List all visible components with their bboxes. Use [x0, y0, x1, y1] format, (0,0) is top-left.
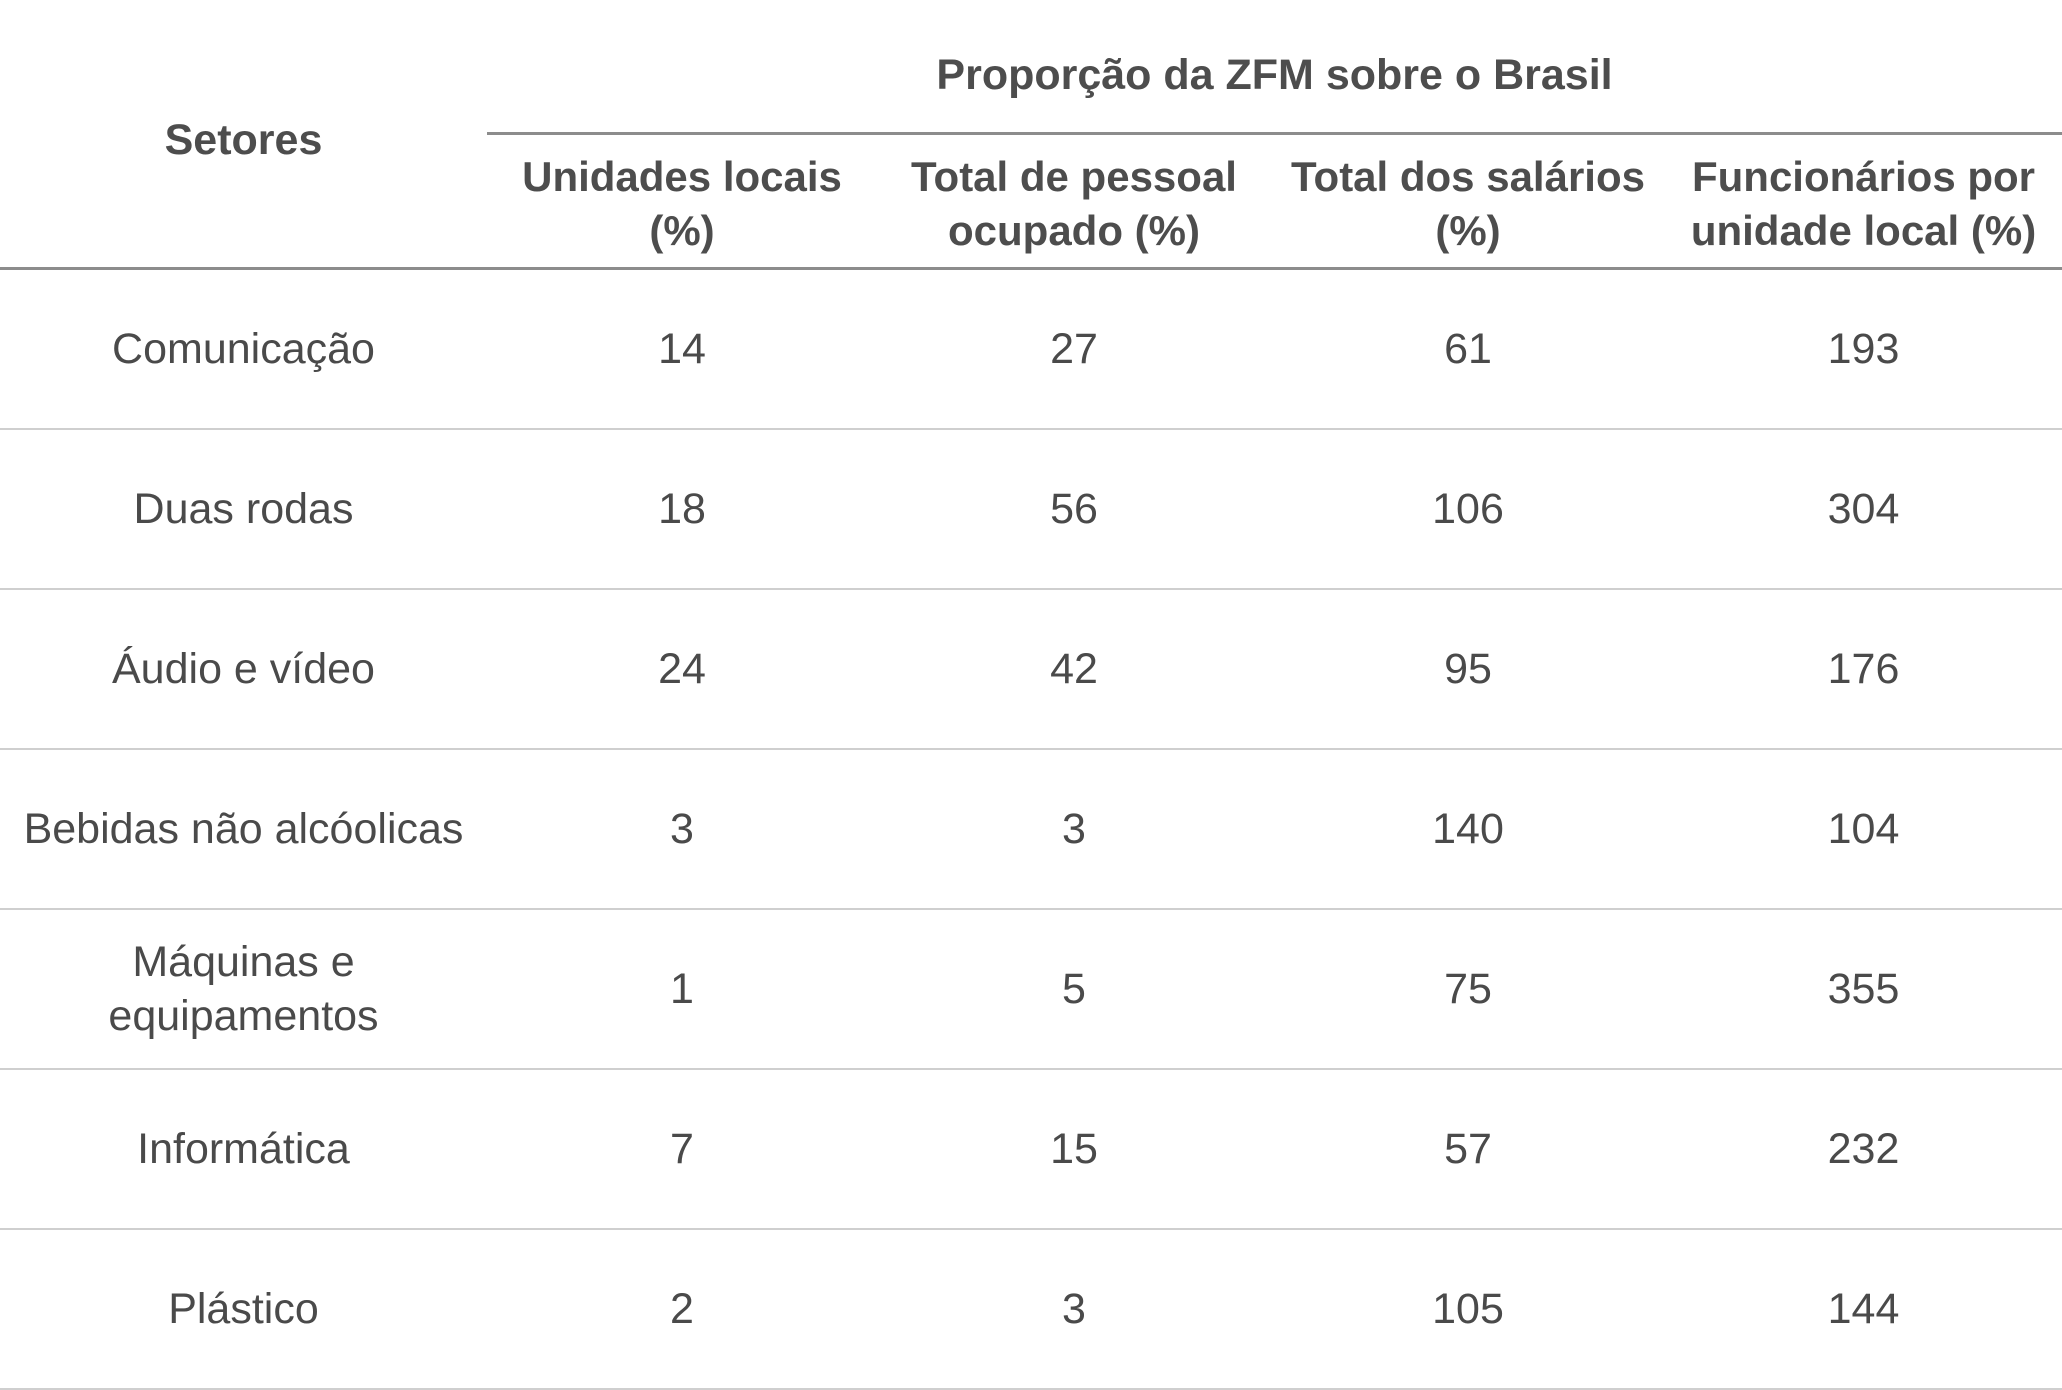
column-header-pessoal: Total de pessoal ocupado (%) [911, 153, 1237, 254]
cell-unidades: 7 [670, 1125, 694, 1173]
cell-funcionarios: 176 [1827, 645, 1900, 693]
cell-salarios: 57 [1444, 1125, 1492, 1173]
column-header-salarios: Total dos salários (%) [1291, 153, 1645, 254]
cell-salarios: 140 [1432, 805, 1504, 853]
cell-pessoal: 5 [1062, 965, 1086, 1013]
cell-unidades: 1 [670, 965, 694, 1013]
cell-unidades: 3 [670, 805, 694, 853]
cell-salarios: 106 [1432, 485, 1504, 533]
cell-pessoal: 27 [1050, 325, 1098, 373]
cell-pessoal: 3 [1062, 1285, 1086, 1333]
group-header: Proporção da ZFM sobre o Brasil [487, 40, 2062, 135]
cell-setor: Máquinas e equipamentos [108, 938, 379, 1040]
cell-pessoal: 56 [1050, 485, 1098, 533]
cell-funcionarios: 355 [1827, 965, 1900, 1013]
row-header-setores: Setores [164, 116, 323, 164]
column-header-unidades: Unidades locais (%) [522, 153, 842, 254]
table-row: Áudio e vídeo 24 42 95 176 [0, 590, 2062, 750]
cell-setor: Comunicação [112, 325, 375, 373]
cell-salarios: 75 [1444, 965, 1492, 1013]
table-row: Plástico 2 3 105 144 [0, 1230, 2062, 1390]
cell-funcionarios: 304 [1827, 485, 1900, 533]
cell-unidades: 2 [670, 1285, 694, 1333]
cell-funcionarios: 193 [1827, 325, 1900, 373]
cell-pessoal: 42 [1050, 645, 1098, 693]
cell-setor: Plástico [168, 1285, 319, 1333]
cell-salarios: 61 [1444, 325, 1492, 373]
column-header-funcionarios: Funcionários por unidade local (%) [1690, 153, 2037, 254]
cell-pessoal: 3 [1062, 805, 1086, 853]
table-row: Duas rodas 18 56 106 304 [0, 430, 2062, 590]
cell-setor: Duas rodas [133, 485, 354, 533]
table-row: Bebidas não alcóolicas 3 3 140 104 [0, 750, 2062, 910]
cell-funcionarios: 232 [1827, 1125, 1900, 1173]
cell-funcionarios: 104 [1827, 805, 1900, 853]
cell-unidades: 18 [658, 485, 706, 533]
cell-setor: Bebidas não alcóolicas [23, 805, 464, 853]
cell-funcionarios: 144 [1827, 1285, 1900, 1333]
table-row: Comunicação 14 27 61 193 [0, 270, 2062, 430]
table-row: Informática 7 15 57 232 [0, 1070, 2062, 1230]
cell-salarios: 95 [1444, 645, 1492, 693]
table-row: Máquinas e equipamentos 1 5 75 355 [0, 910, 2062, 1070]
cell-salarios: 105 [1432, 1285, 1504, 1333]
cell-setor: Informática [137, 1125, 350, 1173]
cell-unidades: 14 [658, 325, 706, 373]
header-divider [0, 267, 2062, 270]
cell-unidades: 24 [658, 645, 706, 693]
cell-pessoal: 15 [1050, 1125, 1098, 1173]
cell-setor: Áudio e vídeo [112, 645, 375, 693]
